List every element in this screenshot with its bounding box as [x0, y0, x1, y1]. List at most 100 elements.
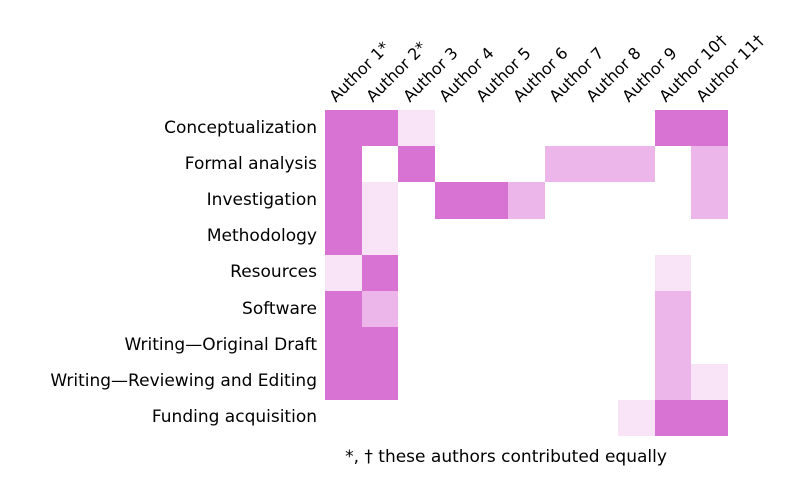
heatmap-cell — [544, 110, 582, 147]
heatmap-cell — [544, 254, 582, 292]
heatmap-cell — [508, 254, 545, 292]
row-label: Resources — [230, 262, 317, 283]
heatmap-cell — [654, 291, 692, 328]
heatmap-cell — [325, 254, 362, 292]
heatmap-cell — [471, 327, 509, 364]
heatmap-cell — [691, 218, 728, 255]
heatmap-cell — [325, 291, 362, 328]
row-label: Funding acquisition — [151, 407, 317, 428]
heatmap-cell — [654, 327, 692, 364]
heatmap-cell — [691, 182, 728, 219]
heatmap-cell — [544, 327, 582, 364]
heatmap-cell — [654, 363, 692, 400]
heatmap-cell — [508, 110, 545, 147]
row-label: Conceptualization — [164, 117, 317, 138]
heatmap-cell — [581, 110, 619, 147]
footnote: *, † these authors contributed equally — [345, 447, 667, 467]
heatmap-cell — [434, 182, 472, 219]
row-label: Software — [242, 298, 317, 319]
heatmap-cell — [691, 363, 728, 400]
row-label: Writing—Original Draft — [124, 334, 318, 355]
heatmap-cell — [654, 182, 692, 219]
row-label: Formal analysis — [184, 153, 317, 174]
heatmap-cell — [508, 182, 545, 219]
heatmap-cell — [691, 110, 728, 147]
heatmap-cell — [325, 327, 362, 364]
heatmap-cell — [471, 399, 509, 436]
heatmap-cell — [508, 327, 545, 364]
heatmap-cell — [471, 110, 509, 147]
heatmap-cell — [544, 291, 582, 328]
heatmap-cell — [618, 327, 655, 364]
heatmap-cell — [654, 399, 692, 436]
heatmap-cell — [434, 291, 472, 328]
heatmap-cell — [691, 291, 728, 328]
heatmap-cell — [471, 291, 509, 328]
heatmap-cell — [361, 110, 399, 147]
heatmap-cell — [434, 110, 472, 147]
heatmap-cell — [544, 182, 582, 219]
heatmap-cell — [581, 146, 619, 183]
heatmap-cell — [325, 363, 362, 400]
heatmap-cell — [581, 218, 619, 255]
heatmap-cell — [361, 182, 399, 219]
heatmap-cell — [544, 363, 582, 400]
heatmap-cell — [361, 399, 399, 436]
heatmap-cell — [361, 146, 399, 183]
heatmap-cell — [508, 291, 545, 328]
heatmap-cell — [508, 363, 545, 400]
heatmap-cell — [325, 182, 362, 219]
row-label: Methodology — [206, 226, 317, 247]
heatmap-cell — [581, 254, 619, 292]
heatmap-cell — [325, 399, 362, 436]
heatmap-cell — [434, 254, 472, 292]
heatmap-cell — [325, 218, 362, 255]
heatmap-cell — [654, 110, 692, 147]
heatmap-cell — [581, 327, 619, 364]
heatmap-cell — [398, 146, 435, 183]
heatmap-cell — [544, 399, 582, 436]
heatmap-cell — [471, 363, 509, 400]
heatmap-cell — [325, 110, 362, 147]
heatmap-cell — [398, 254, 435, 292]
heatmap-cell — [544, 218, 582, 255]
heatmap-cell — [471, 254, 509, 292]
heatmap-cell — [398, 399, 435, 436]
heatmap-cell — [618, 146, 655, 183]
heatmap-cell — [325, 146, 362, 183]
heatmap-cell — [654, 254, 692, 292]
heatmap-cell — [398, 363, 435, 400]
heatmap-cell — [618, 291, 655, 328]
heatmap-cell — [581, 182, 619, 219]
heatmap-cell — [434, 218, 472, 255]
heatmap-cell — [361, 363, 399, 400]
heatmap-cell — [508, 146, 545, 183]
heatmap-cell — [434, 399, 472, 436]
heatmap-cell — [618, 399, 655, 436]
heatmap-cell — [691, 254, 728, 292]
heatmap-cell — [544, 146, 582, 183]
heatmap-cell — [508, 399, 545, 436]
heatmap-cell — [398, 218, 435, 255]
heatmap-cell — [691, 399, 728, 436]
column-labels: Author 1* Author 2* Author 3 Author 4 Author… — [325, 0, 768, 110]
heatmap-cell — [398, 110, 435, 147]
row-label: Investigation — [206, 190, 317, 211]
heatmap-cell — [654, 218, 692, 255]
heatmap-cell — [398, 327, 435, 364]
row-labels: Conceptualization Formal analysis Investig… — [0, 110, 317, 436]
heatmap-cell — [508, 218, 545, 255]
heatmap-cell — [618, 218, 655, 255]
heatmap-cell — [581, 291, 619, 328]
heatmap-cell — [471, 218, 509, 255]
heatmap-cell — [691, 146, 728, 183]
heatmap-cell — [691, 327, 728, 364]
heatmap-cell — [581, 363, 619, 400]
row-label: Writing—Reviewing and Editing — [50, 371, 317, 392]
heatmap-cell — [434, 327, 472, 364]
heatmap-cell — [618, 363, 655, 400]
heatmap-cell — [471, 146, 509, 183]
heatmap-cell — [398, 182, 435, 219]
heatmap-cell — [654, 146, 692, 183]
heatmap-cell — [581, 399, 619, 436]
